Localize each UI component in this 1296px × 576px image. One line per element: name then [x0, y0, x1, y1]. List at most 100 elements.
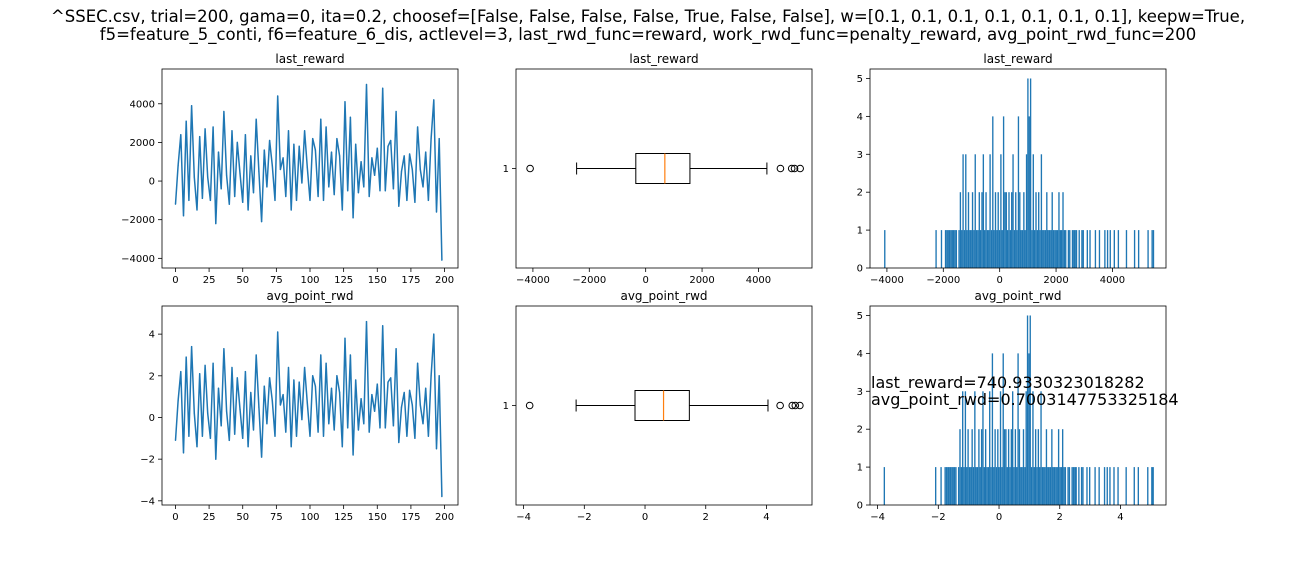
y-tick-label: 0 — [149, 177, 155, 188]
data-point — [392, 425, 395, 427]
y-tick-label: 4 — [857, 349, 863, 360]
data-point — [231, 366, 233, 369]
data-point — [204, 128, 206, 130]
data-point — [274, 435, 276, 437]
histogram-bar — [1044, 467, 1046, 505]
data-point — [330, 151, 333, 153]
data-point — [309, 435, 311, 437]
box-outlier — [790, 164, 799, 173]
histogram-bar — [1089, 467, 1091, 505]
histogram-bar — [967, 429, 969, 505]
histogram-bar — [934, 467, 937, 505]
histogram-bar — [1005, 192, 1007, 268]
histogram-bar — [1053, 467, 1056, 505]
histogram-bar — [1062, 192, 1064, 268]
histogram-bar — [1109, 230, 1111, 268]
data-point — [328, 423, 330, 425]
y-tick-label: 4000 — [130, 99, 155, 110]
data-point — [223, 348, 225, 350]
histogram-bar — [1040, 154, 1043, 268]
data-point — [223, 110, 225, 113]
histogram-bar — [1012, 391, 1014, 505]
data-point — [373, 410, 376, 412]
histogram-bar — [1052, 230, 1055, 268]
histogram-bar — [1103, 467, 1106, 505]
data-point — [266, 423, 268, 425]
histogram-bar — [1027, 78, 1029, 268]
histogram-bar — [1039, 230, 1041, 268]
box-outlier — [791, 401, 800, 410]
histogram-bar — [1037, 429, 1040, 505]
histogram-bar — [1006, 467, 1008, 505]
histogram-bar — [1055, 230, 1057, 268]
data-point — [341, 209, 343, 211]
data-point — [414, 437, 416, 439]
histogram-bar — [1059, 467, 1061, 505]
x-tick-label: 75 — [270, 512, 283, 523]
histogram-bar — [935, 230, 937, 268]
histogram-bar — [994, 192, 997, 268]
data-point — [293, 143, 295, 145]
data-point — [360, 161, 362, 163]
histogram-bar — [1063, 467, 1065, 505]
axes-frame — [515, 68, 813, 269]
x-tick-label: 0 — [172, 512, 178, 523]
data-point — [207, 412, 209, 414]
histogram-bar — [1147, 467, 1149, 505]
y-tick-label: 5 — [857, 311, 863, 322]
histogram-bar — [979, 230, 982, 268]
x-tick-label: 50 — [236, 275, 249, 286]
histogram-bar — [1013, 230, 1016, 268]
data-point — [422, 423, 424, 425]
histogram-bar — [1032, 154, 1034, 268]
histogram-bar — [986, 230, 989, 268]
x-tick-label: 0 — [642, 275, 648, 286]
x-tick-label: 0 — [996, 512, 1002, 523]
data-point — [312, 375, 314, 377]
histogram-bar — [974, 154, 976, 268]
histogram-bar — [1069, 230, 1071, 268]
data-point — [427, 435, 429, 437]
histogram-bar — [1054, 230, 1056, 268]
data-point — [341, 446, 343, 448]
histogram-bar — [983, 467, 985, 505]
histogram-bar — [1048, 467, 1050, 505]
x-tick-label: −2000 — [572, 275, 606, 286]
data-point — [314, 149, 316, 151]
data-point — [269, 377, 271, 379]
data-point — [390, 377, 392, 379]
data-point — [201, 435, 203, 437]
histogram-bar — [974, 391, 976, 505]
histogram-bar — [1049, 467, 1052, 505]
histogram-bar — [999, 391, 1002, 505]
histogram-bar — [1002, 353, 1004, 505]
histogram-bar — [1047, 467, 1049, 505]
data-point — [441, 259, 443, 261]
data-point — [441, 496, 443, 498]
histogram-bar — [975, 467, 977, 505]
data-point — [220, 188, 222, 190]
x-tick-label: −4000 — [870, 275, 904, 286]
y-tick-label: 4 — [149, 330, 155, 341]
histogram-bar — [1042, 230, 1044, 268]
histogram-bar — [1002, 116, 1005, 268]
data-point — [215, 222, 217, 225]
data-point — [306, 402, 308, 404]
data-point — [438, 137, 440, 140]
histogram-bar — [992, 116, 994, 268]
histogram-bar — [970, 230, 972, 268]
histogram-bar — [1032, 391, 1034, 505]
histogram-bar — [1046, 192, 1048, 268]
histogram-bar — [955, 230, 958, 268]
box-outlier — [796, 164, 804, 173]
histogram-bar — [1059, 230, 1061, 268]
data-point — [408, 153, 411, 155]
data-point — [419, 168, 421, 171]
data-point — [247, 446, 249, 448]
x-tick-label: 4 — [1117, 512, 1123, 523]
data-point — [438, 375, 440, 377]
data-point — [188, 199, 190, 201]
histogram-bar — [1030, 467, 1033, 505]
data-point — [252, 192, 255, 194]
